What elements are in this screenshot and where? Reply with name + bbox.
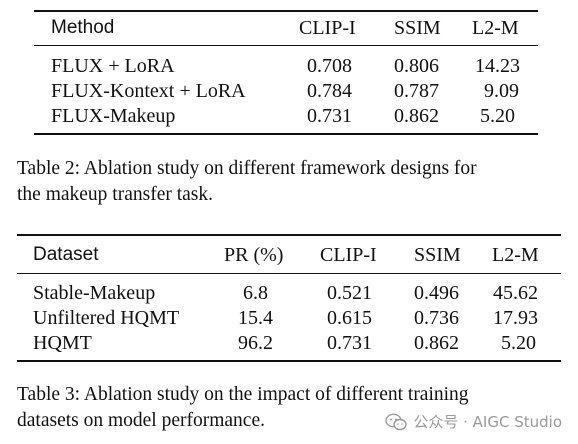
t3-row1-ssim: 0.496: [414, 282, 459, 304]
table-3-mid-rule: [17, 273, 561, 274]
t3-row1-l2m: 45.62: [493, 282, 538, 304]
t3-header-ssim: SSIM: [414, 244, 461, 266]
t3-row2-l2m: 17.93: [493, 307, 538, 329]
t3-row3-clip-i: 0.731: [327, 332, 372, 354]
table-3-caption: Table 3: Ablation study on the impact of…: [17, 382, 569, 434]
t3-header-clip-i: CLIP-I: [320, 244, 377, 266]
t2-row1-clip-i: 0.708: [307, 55, 352, 77]
table-2-caption: Table 2: Ablation study on different fra…: [17, 156, 569, 208]
t2-row3-method: FLUX-Makeup: [51, 105, 176, 127]
t2-row1-l2m: 14.23: [475, 55, 520, 77]
t3-row1-dataset: Stable-Makeup: [33, 282, 156, 304]
table-2-caption-line2: the makeup transfer task.: [17, 184, 214, 205]
watermark: 公众号 · AIGC Studio: [385, 411, 562, 432]
t3-row2-pr: 15.4: [238, 307, 273, 329]
t2-row2-clip-i: 0.784: [307, 80, 352, 102]
t3-row3-dataset: HQMT: [33, 332, 92, 354]
t3-row1-clip-i: 0.521: [327, 282, 372, 304]
t2-header-l2m: L2-M: [472, 17, 519, 39]
table-3-bottom-rule: [17, 360, 561, 362]
t2-header-method: Method: [51, 17, 115, 38]
t2-header-clip-i: CLIP-I: [299, 17, 356, 39]
t2-header-ssim: SSIM: [394, 17, 441, 39]
t2-row2-l2m: 9.09: [484, 80, 519, 102]
table-2-caption-line1: Table 2: Ablation study on different fra…: [17, 158, 477, 179]
t3-row3-ssim: 0.862: [414, 332, 459, 354]
t3-row2-ssim: 0.736: [414, 307, 459, 329]
t3-row3-pr: 96.2: [238, 332, 273, 354]
table-2-mid-rule: [34, 45, 538, 46]
t3-header-l2m: L2-M: [492, 244, 539, 266]
t3-header-pr: PR (%): [224, 244, 284, 266]
t2-row1-ssim: 0.806: [394, 55, 439, 77]
table-3-caption-line2: datasets on model performance.: [17, 410, 265, 431]
wechat-icon: [385, 413, 408, 431]
t3-row1-pr: 6.8: [243, 282, 268, 304]
table-2-top-rule: [34, 10, 538, 12]
table-3-top-rule: [17, 234, 561, 236]
t2-row1-method: FLUX + LoRA: [51, 55, 175, 77]
t2-row3-l2m: 5.20: [480, 105, 515, 127]
t3-row2-clip-i: 0.615: [327, 307, 372, 329]
t2-row3-clip-i: 0.731: [307, 105, 352, 127]
t2-row3-ssim: 0.862: [394, 105, 439, 127]
table-2-bottom-rule: [34, 133, 538, 135]
watermark-text: 公众号 · AIGC Studio: [413, 413, 562, 431]
t3-row3-l2m: 5.20: [501, 332, 536, 354]
t3-row2-dataset: Unfiltered HQMT: [33, 307, 180, 329]
t2-row2-ssim: 0.787: [394, 80, 439, 102]
t2-row2-method: FLUX-Kontext + LoRA: [51, 80, 246, 102]
table-3-caption-line1: Table 3: Ablation study on the impact of…: [17, 384, 469, 405]
t3-header-dataset: Dataset: [33, 244, 99, 265]
